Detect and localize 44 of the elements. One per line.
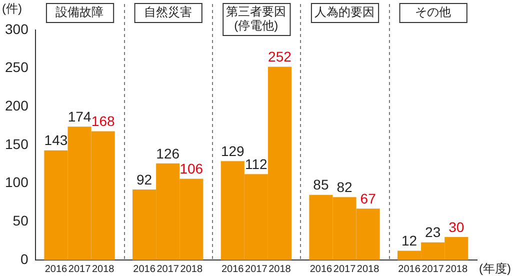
- data-label: 92: [136, 171, 152, 188]
- data-label: 129: [220, 142, 245, 159]
- text: 2018: [445, 264, 468, 275]
- text: 2018: [356, 264, 380, 275]
- y-tick-label: 200: [5, 98, 29, 114]
- data-label: 85: [313, 176, 329, 193]
- data-label: 143: [44, 132, 68, 148]
- data-label: 82: [336, 178, 353, 195]
- series-label: 2017: [68, 264, 92, 275]
- x-tick-label: 自然災害: [144, 4, 192, 19]
- y-tick-label: 100: [5, 174, 29, 190]
- y-tick-label: 0: [20, 250, 29, 267]
- data-label: 252: [268, 48, 292, 65]
- text: 2016: [310, 264, 332, 275]
- data-label: 106: [180, 160, 204, 177]
- y-tick-label: 150: [5, 136, 29, 152]
- text: 2017: [422, 264, 444, 275]
- text: 2016: [222, 264, 244, 275]
- data-label: 12: [401, 232, 418, 249]
- data-label: 126: [156, 145, 180, 162]
- y-tick-label: 300: [5, 20, 29, 37]
- data-label: 67: [360, 190, 376, 206]
- data-label: 112: [245, 156, 268, 172]
- text: 2018: [268, 264, 291, 275]
- text: 2017: [156, 264, 179, 275]
- data-label: 30: [448, 218, 464, 235]
- y-tick-label: 50: [12, 212, 29, 229]
- x-axis-title: (年度): [479, 261, 511, 276]
- x-tick-label: 設備故障: [56, 4, 104, 19]
- x-tick-label: その他: [414, 4, 451, 19]
- data-label: 174: [68, 108, 92, 124]
- text: 2017: [333, 264, 356, 275]
- y-axis-title: (件): [2, 1, 22, 16]
- x-tick-label: 人為的要因: [314, 4, 375, 19]
- text: 2017: [245, 264, 268, 275]
- series-label: 2016: [44, 264, 68, 275]
- text: 2016: [133, 264, 156, 275]
- text: 2016: [398, 264, 420, 275]
- data-label: 168: [91, 113, 115, 130]
- y-tick-label: 250: [5, 59, 29, 76]
- series-label: 2018: [92, 264, 115, 275]
- x-tick-label: 第三者要因 (停電他): [226, 4, 286, 32]
- text: 2018: [180, 264, 203, 275]
- data-label: 23: [425, 224, 441, 240]
